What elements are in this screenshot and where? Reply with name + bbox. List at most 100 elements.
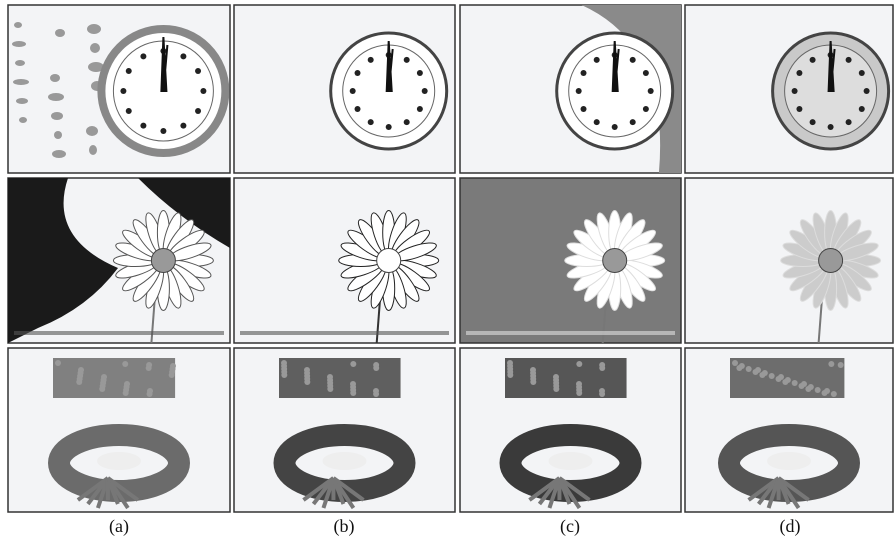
clock-mark [581, 70, 587, 76]
caption-strip [240, 331, 449, 335]
panel [460, 5, 681, 173]
blotch [86, 126, 98, 136]
panel [460, 178, 681, 343]
clock-mark [126, 68, 132, 74]
box [505, 358, 627, 398]
speckle [55, 360, 61, 366]
blotch [54, 131, 62, 139]
speckle [169, 372, 175, 378]
clock-mark [643, 70, 649, 76]
clock-mark [120, 88, 126, 94]
speckle [799, 383, 805, 389]
clock-mark [126, 108, 132, 114]
clock-mark [368, 119, 374, 125]
speckle [838, 362, 844, 368]
clock-mark [594, 57, 600, 63]
speckle [831, 391, 837, 397]
speckle [736, 365, 742, 371]
speckle [769, 373, 775, 379]
speckle [753, 369, 759, 375]
speckle [732, 360, 738, 366]
speckle [122, 361, 128, 367]
clock-mark [581, 106, 587, 112]
speckle [776, 376, 782, 382]
panel [685, 348, 893, 512]
speckle [373, 365, 379, 371]
caption: (d) [780, 516, 801, 537]
blotch [16, 98, 28, 104]
clock-mark [796, 70, 802, 76]
blotch [19, 117, 27, 123]
blotch [87, 24, 101, 34]
clock-mark [796, 106, 802, 112]
caption: (c) [560, 516, 580, 537]
panel [685, 178, 893, 343]
speckle [76, 379, 82, 385]
speckle [599, 365, 605, 371]
clock-hands [161, 37, 167, 91]
speckle [576, 390, 582, 396]
clock-mark [200, 88, 206, 94]
clock-mark [594, 119, 600, 125]
speckle [146, 365, 152, 371]
speckle [123, 390, 129, 396]
blotch [14, 22, 22, 28]
wreath-center [549, 452, 593, 470]
clock-mark [195, 68, 201, 74]
panel [8, 348, 230, 512]
wreath-center [97, 452, 141, 470]
speckle [746, 366, 752, 372]
speckle [759, 372, 765, 378]
clock-mark [386, 124, 392, 130]
speckle [304, 379, 310, 385]
blotch [51, 112, 63, 120]
speckle [822, 390, 828, 396]
clock-mark [810, 119, 816, 125]
figure: (a) (b) (c) (d) [0, 0, 895, 547]
speckle [782, 379, 788, 385]
caption-strip [14, 331, 224, 335]
panel [685, 5, 893, 173]
caption: (b) [334, 516, 355, 537]
clock-mark [417, 106, 423, 112]
caption-strip [466, 331, 675, 335]
clock-mark [417, 70, 423, 76]
speckle [828, 361, 834, 367]
clock-mark [404, 57, 410, 63]
caption: (a) [109, 516, 129, 537]
clock-mark [180, 53, 186, 59]
speckle [99, 386, 105, 392]
speckle [281, 372, 287, 378]
blotch [55, 29, 65, 37]
clock-mark [422, 88, 428, 94]
clock-mark [612, 124, 618, 130]
speckle [350, 390, 356, 396]
speckle [792, 380, 798, 386]
panel [234, 5, 455, 173]
clock-mark [846, 119, 852, 125]
clock-mark [350, 88, 356, 94]
clock-mark [643, 106, 649, 112]
clock-mark [792, 88, 798, 94]
clock-mark [846, 57, 852, 63]
panel [8, 178, 230, 343]
speckle [805, 386, 811, 392]
speckle [147, 391, 153, 397]
panel [234, 348, 455, 512]
clock-mark [180, 123, 186, 129]
clock-mark [160, 128, 166, 134]
speckle [530, 379, 536, 385]
clock-mark [576, 88, 582, 94]
clock-mark [140, 123, 146, 129]
blotch [52, 150, 66, 158]
blotch [15, 60, 25, 66]
panel [8, 5, 230, 173]
blotch [48, 93, 64, 101]
speckle [350, 361, 356, 367]
clock-mark [195, 108, 201, 114]
flower-center [377, 249, 401, 273]
speckle [327, 386, 333, 392]
clock-mark [630, 119, 636, 125]
clock-mark [828, 124, 834, 130]
speckle [507, 372, 513, 378]
